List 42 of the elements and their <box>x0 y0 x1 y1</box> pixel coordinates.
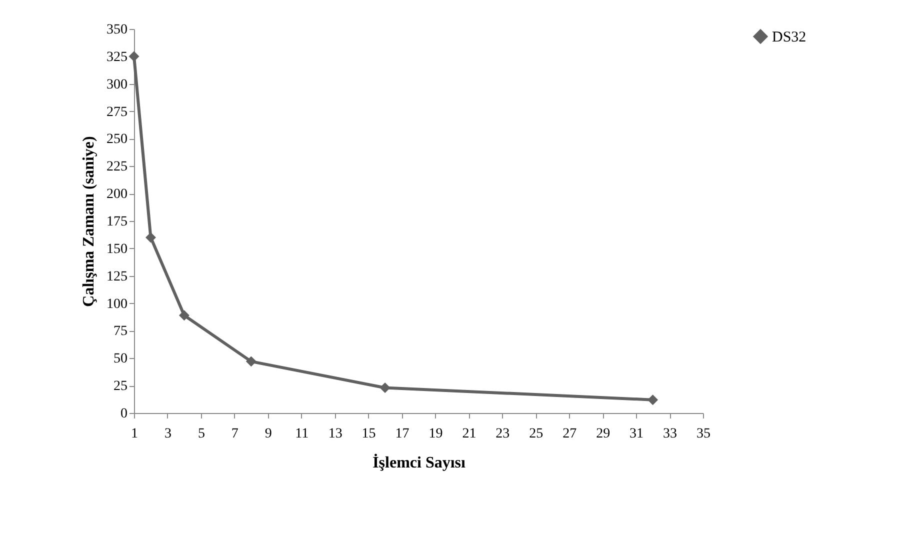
y-tick-label: 250 <box>106 132 128 148</box>
x-tick-label: 35 <box>696 426 710 442</box>
y-tick-label: 175 <box>106 214 128 230</box>
x-tick-label: 5 <box>198 426 205 442</box>
point <box>145 232 156 243</box>
point <box>178 310 190 321</box>
y-tick-label: 75 <box>114 324 128 340</box>
x-tick-label: 21 <box>462 426 476 442</box>
x-tick-label: 9 <box>264 426 272 442</box>
y-tick-label: 300 <box>106 77 128 92</box>
y-tick-label: 200 <box>106 187 128 202</box>
x-tick-label: 27 <box>562 426 577 442</box>
y-tick-label: 50 <box>114 352 128 367</box>
x-axis-title: İşlemci Sayısı <box>372 454 466 472</box>
x-tick-label: 17 <box>395 426 410 442</box>
x-tick-label: 11 <box>295 426 309 442</box>
x-tick-label: 1 <box>131 426 138 442</box>
point <box>380 382 390 394</box>
y-tick-label: 125 <box>106 269 128 284</box>
x-tick-label: 7 <box>231 426 238 442</box>
legend-label: DS32 <box>772 30 806 46</box>
point <box>648 394 658 406</box>
y-axis-title: Çalışma Zamanı (saniye) <box>80 136 98 307</box>
x-tick-label: 19 <box>428 426 443 442</box>
x-tick-label: 25 <box>529 426 544 442</box>
x-tick-label: 15 <box>362 426 376 442</box>
x-tick-label: 31 <box>630 426 644 442</box>
y-tick-label: 275 <box>106 104 128 120</box>
y-tick-label: 0 <box>120 406 128 422</box>
y-tick-label: 325 <box>106 50 128 65</box>
point <box>128 51 140 62</box>
y-tick-label: 25 <box>114 379 128 394</box>
y-tick-label: 225 <box>106 160 128 175</box>
point <box>246 356 256 367</box>
x-tick-label: 13 <box>328 426 342 442</box>
x-tick-label: 23 <box>496 426 510 442</box>
y-tick-label: 350 <box>106 22 128 38</box>
y-tick-label: 100 <box>106 296 128 312</box>
y-tick-label: 150 <box>106 242 128 257</box>
x-tick-label: 3 <box>164 426 172 442</box>
x-tick-label: 29 <box>596 426 610 442</box>
x-tick-label: 33 <box>663 426 678 442</box>
